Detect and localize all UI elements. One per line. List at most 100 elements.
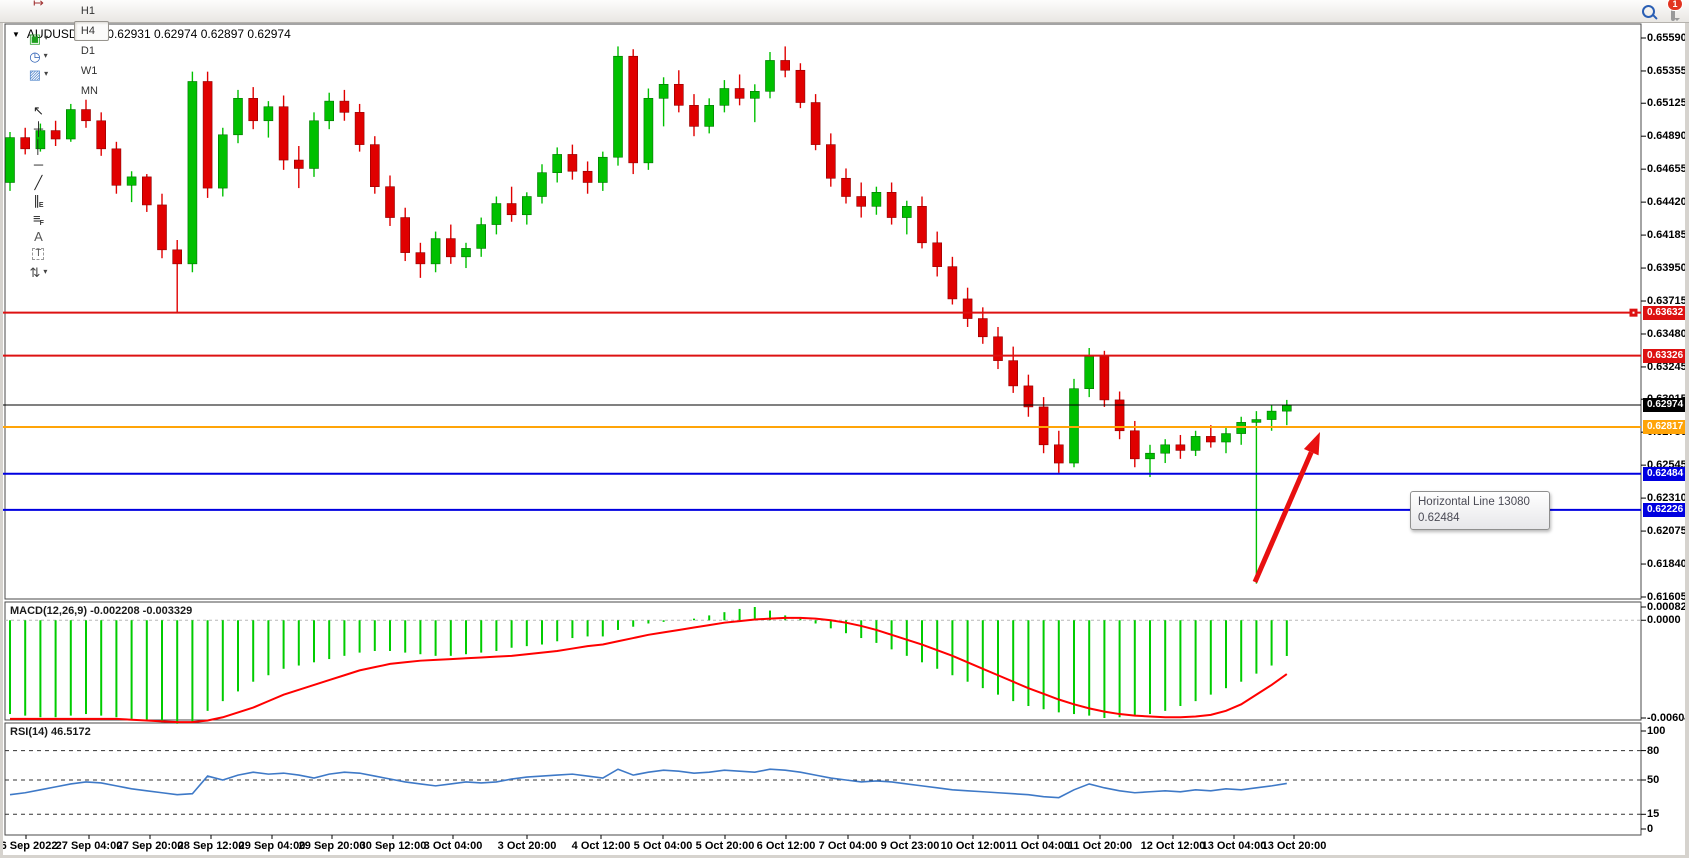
fibonacci-glyph: ≡ <box>33 210 41 226</box>
tooltip-value: 0.62484 <box>1418 512 1460 524</box>
arrow-annotation-shaft[interactable] <box>1252 451 1314 583</box>
candle-down <box>111 148 122 186</box>
templates-button[interactable]: ▨ ▾ <box>5 65 72 83</box>
chat-notification-badge: 1 <box>1667 0 1683 11</box>
dropdown-caret-icon[interactable]: ▾ <box>43 51 48 60</box>
candle-down <box>415 252 426 265</box>
timeframe-h1[interactable]: H1 <box>80 5 95 17</box>
macd-panel <box>4 601 1642 721</box>
candle-up <box>597 156 608 183</box>
candle-down <box>354 112 365 145</box>
candle-up <box>263 106 274 122</box>
candle-down <box>993 336 1003 361</box>
search-icon[interactable] <box>1642 4 1655 18</box>
crosshair-glyph: ┼ <box>33 120 44 136</box>
vertical-line-glyph: │ <box>34 138 43 154</box>
candle-down <box>339 100 350 113</box>
collapse-icon[interactable]: ▼ <box>12 29 20 39</box>
candle-down <box>202 81 213 189</box>
cursor-button[interactable]: ↖ <box>5 101 72 119</box>
arrow-tools-button[interactable]: ⇅ ▾ <box>5 263 72 281</box>
cursor-glyph: ↖ <box>32 102 44 118</box>
candle-up <box>765 60 775 92</box>
candle-up <box>704 105 715 127</box>
crosshair-button[interactable]: ┼ <box>5 119 72 137</box>
candle-down <box>157 204 167 251</box>
candle-up <box>324 100 335 122</box>
candle-down <box>248 98 258 122</box>
icon-subletter: F <box>39 220 44 227</box>
candle-up <box>126 176 137 186</box>
candle-down <box>1023 385 1034 408</box>
vertical-line-button[interactable]: │ <box>5 137 72 155</box>
candle-up <box>643 98 654 164</box>
dropdown-caret-icon[interactable]: ▾ <box>43 267 48 276</box>
dropdown-caret-icon[interactable]: ▾ <box>44 69 49 78</box>
icon-subletter: E <box>38 202 44 209</box>
candle-down <box>293 159 304 169</box>
templates-glyph: ▨ <box>28 66 42 82</box>
timeframe-mn[interactable]: MN <box>80 85 98 97</box>
candle-down <box>1130 430 1140 460</box>
horizontal-line-button[interactable]: ─ <box>5 155 72 173</box>
arrow-annotation-head[interactable] <box>1303 432 1320 456</box>
candle-down <box>841 177 851 197</box>
chart-shift-glyph: ↦ <box>32 0 44 10</box>
trendline-button[interactable]: ╱ <box>5 173 72 191</box>
candle-up <box>719 88 730 106</box>
candle-down <box>734 88 745 99</box>
candle-down <box>689 105 699 127</box>
candle-down <box>1175 444 1186 451</box>
candle-down <box>1038 406 1049 446</box>
candle-up <box>1145 452 1155 460</box>
timeframe-d1[interactable]: D1 <box>80 45 95 57</box>
candle-up <box>491 203 502 225</box>
candle-up <box>658 83 669 99</box>
candle-down <box>172 249 182 265</box>
candle-down <box>369 144 380 187</box>
periods-glyph: ◷ <box>29 48 41 64</box>
window-edge-bottom <box>0 855 1689 858</box>
main-chart-panel <box>4 23 1642 600</box>
candle-down <box>1114 399 1125 432</box>
candle-up <box>1160 444 1170 454</box>
candle-down <box>385 186 395 218</box>
text-label-glyph: T <box>32 248 45 260</box>
tooltip-title: Horizontal Line 13080 <box>1418 496 1530 508</box>
candle-up <box>1251 419 1262 423</box>
candle-up <box>1266 410 1277 420</box>
new-chart-button[interactable]: ▣ ▾ <box>5 29 72 47</box>
candle-up <box>461 248 471 258</box>
chart-shift-button[interactable]: ↦ <box>5 0 72 11</box>
candle-down <box>506 203 517 216</box>
candle-up <box>613 55 623 158</box>
text-label-button[interactable]: T <box>5 245 72 263</box>
fibonacci-button[interactable]: ≡ F <box>5 209 72 228</box>
dropdown-caret-icon[interactable]: ▾ <box>44 33 49 42</box>
text-button[interactable]: A <box>5 227 72 245</box>
chat-button[interactable]: 1 <box>1667 0 1683 21</box>
candle-down <box>886 192 897 218</box>
timeframe-h4[interactable]: H4 <box>73 21 110 41</box>
candle-down <box>445 238 456 258</box>
ohlc-values: 0.62931 0.62974 0.62897 0.62974 <box>107 27 291 41</box>
trendline-glyph: ╱ <box>34 174 43 190</box>
candle-down <box>96 120 106 150</box>
timeframe-w1[interactable]: W1 <box>80 65 98 77</box>
rsi-line <box>9 768 1287 799</box>
candle-up <box>5 137 15 183</box>
candle-up <box>521 196 532 216</box>
candle-down <box>780 60 791 71</box>
candle-up <box>1190 436 1201 451</box>
new-chart-glyph: ▣ <box>28 30 42 46</box>
window-edge-right <box>1685 22 1689 858</box>
candle-down <box>932 242 943 267</box>
candle-up <box>1084 356 1094 389</box>
equidistant-channel-button[interactable]: ∥ E <box>5 191 72 210</box>
candle-down <box>962 298 973 319</box>
candle-up <box>1282 404 1292 412</box>
periods-button[interactable]: ◷ ▾ <box>5 47 72 65</box>
candle-down <box>567 154 578 172</box>
equidistant-channel-glyph: ∥ <box>33 192 40 208</box>
